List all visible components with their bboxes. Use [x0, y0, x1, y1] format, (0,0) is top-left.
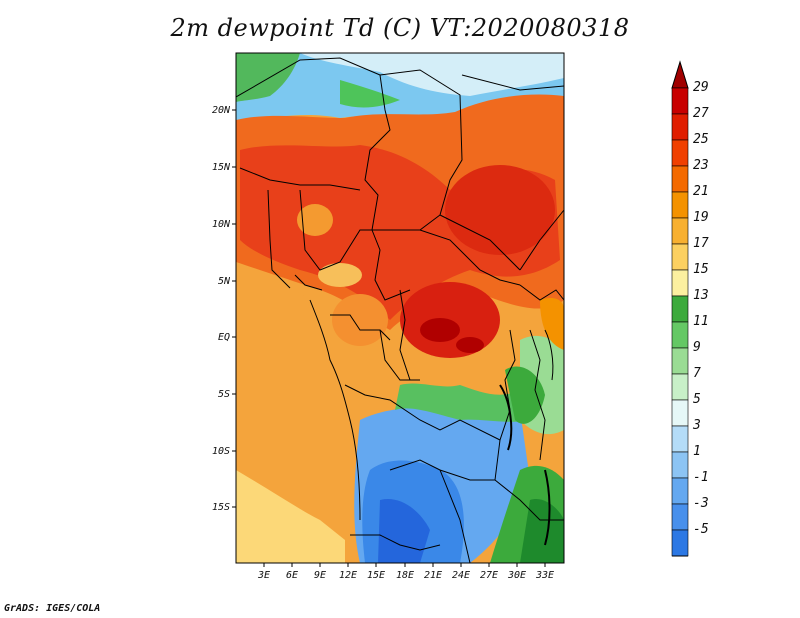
lat-tick-label: 15N: [212, 162, 231, 173]
lon-tick-label: 27E: [480, 570, 498, 581]
lon-tick-label: 12E: [339, 570, 357, 581]
colorbar-label: 11: [693, 314, 709, 329]
colorbar-label: 5: [693, 392, 701, 407]
colorbar-swatch: [671, 347, 689, 375]
lat-tick-label: 5S: [218, 389, 230, 400]
longitude-axis: 3E 6E 9E 12E 15E 18E 21E 24E 27E 30E 33E: [257, 563, 554, 581]
colorbar-swatch: [671, 321, 689, 349]
colorbar-label: 3: [692, 418, 701, 433]
lat-tick-label: 10N: [212, 219, 231, 230]
colorbar-swatch: [671, 425, 689, 453]
colorbar-swatch: [671, 165, 689, 193]
colorbar-label: 17: [693, 236, 709, 251]
colorbar-swatch: [671, 373, 689, 401]
colorbar-swatch: [671, 399, 689, 427]
colorbar-label: -3: [693, 496, 709, 511]
lon-tick-label: 15E: [367, 570, 385, 581]
colorbar-swatch: [671, 477, 689, 505]
colorbar-swatch: [671, 269, 689, 297]
lat-tick-label: 20N: [212, 105, 231, 116]
lat-tick-label: 5N: [218, 276, 231, 287]
map-frame: [235, 52, 565, 564]
lat-tick-label: EQ: [218, 332, 230, 343]
colorbar-label: -1: [693, 470, 709, 485]
colorbar-label: 1: [693, 444, 701, 459]
latitude-axis: 20N 15N 10N 5N EQ 5S 10S 15S: [212, 105, 236, 513]
colorbar-swatch: [671, 243, 689, 271]
colorbar-label: 21: [693, 184, 709, 199]
colorbar-label: 19: [693, 210, 709, 225]
dewpoint-field: [236, 53, 564, 563]
colorbar-top-arrow: [671, 60, 689, 89]
colorbar-swatch: [671, 503, 689, 531]
lon-tick-label: 30E: [507, 570, 526, 581]
lat-tick-label: 10S: [212, 446, 230, 457]
lon-tick-label: 3E: [257, 570, 270, 581]
colorbar-label: -5: [693, 522, 709, 537]
colorbar-label: 7: [693, 366, 701, 381]
colorbar-label: 27: [693, 106, 709, 121]
colorbar-swatch: [671, 451, 689, 479]
chart-title: 2m dewpoint Td (C) VT:2020080318: [170, 14, 630, 42]
colorbar-swatch: [671, 113, 689, 141]
colorbar-swatch: [671, 139, 689, 167]
colorbar-labels: 29 27 25 23 21 19 17 15 13 11 9 7 5 3 1 …: [692, 80, 709, 537]
colorbar-label: 29: [693, 80, 709, 95]
colorbar: [671, 60, 689, 557]
credit-text: GrADS: IGES/COLA: [4, 603, 101, 614]
lon-tick-label: 9E: [314, 570, 326, 581]
colorbar-label: 15: [693, 262, 709, 277]
lon-tick-label: 33E: [535, 570, 554, 581]
lon-tick-label: 6E: [286, 570, 298, 581]
lon-tick-label: 21E: [424, 570, 442, 581]
colorbar-label: 23: [693, 158, 709, 173]
country-borders: [236, 57, 564, 563]
colorbar-label: 25: [693, 132, 709, 147]
colorbar-label: 9: [693, 340, 701, 355]
colorbar-swatch: [671, 191, 689, 219]
colorbar-swatch: [671, 217, 689, 245]
colorbar-swatch: [671, 87, 689, 115]
lat-tick-label: 15S: [212, 502, 230, 513]
colorbar-label: 13: [693, 288, 709, 303]
lon-tick-label: 18E: [396, 570, 414, 581]
lon-tick-label: 24E: [452, 570, 470, 581]
colorbar-swatch: [671, 295, 689, 323]
colorbar-swatch: [671, 529, 689, 557]
